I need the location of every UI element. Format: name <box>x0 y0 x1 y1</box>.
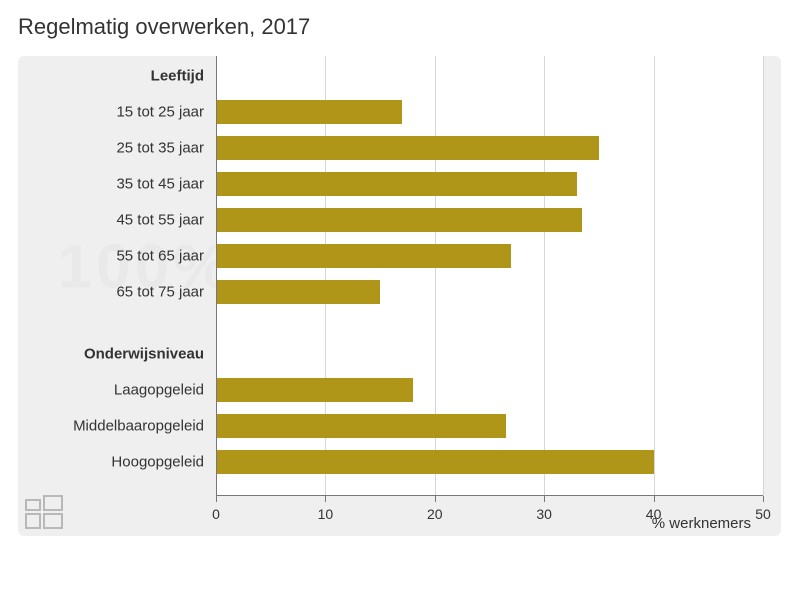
bar-label: 55 tot 65 jaar <box>116 248 204 265</box>
cbs-logo-icon <box>24 494 66 530</box>
x-tick-label: 50 <box>755 506 771 522</box>
group-header: Leeftijd <box>151 68 204 85</box>
bar-label: 35 tot 45 jaar <box>116 176 204 193</box>
x-tick <box>654 496 655 502</box>
grid-line <box>763 56 764 496</box>
bar <box>216 414 506 438</box>
bars-area: 01020304050Leeftijd15 tot 25 jaar25 tot … <box>216 56 763 496</box>
grid-line <box>654 56 655 496</box>
bar-label: 45 tot 55 jaar <box>116 212 204 229</box>
bar-label: Laagopgeleid <box>114 382 204 399</box>
x-axis-line <box>216 495 763 496</box>
x-tick <box>544 496 545 502</box>
plot-area: 100% WERKGEVERS coach 01020304050Leeftij… <box>18 56 781 536</box>
bar <box>216 136 599 160</box>
bar <box>216 378 413 402</box>
x-tick <box>216 496 217 502</box>
x-tick-label: 10 <box>318 506 334 522</box>
bar <box>216 280 380 304</box>
chart-title: Regelmatig overwerken, 2017 <box>18 14 310 40</box>
bar-label: 15 tot 25 jaar <box>116 104 204 121</box>
x-tick-label: 30 <box>536 506 552 522</box>
bar <box>216 172 577 196</box>
x-tick <box>435 496 436 502</box>
x-tick <box>763 496 764 502</box>
bar <box>216 100 402 124</box>
bar-label: Hoogopgeleid <box>111 454 204 471</box>
bar <box>216 244 511 268</box>
chart-frame: Regelmatig overwerken, 2017 100% WERKGEV… <box>0 0 799 599</box>
y-axis-line <box>216 56 217 496</box>
x-axis-label: % werknemers <box>652 515 751 532</box>
group-header: Onderwijsniveau <box>84 346 204 363</box>
x-tick <box>325 496 326 502</box>
x-tick-label: 20 <box>427 506 443 522</box>
bar-label: 65 tot 75 jaar <box>116 284 204 301</box>
grid-line <box>544 56 545 496</box>
bar-label: Middelbaaropgeleid <box>73 418 204 435</box>
bar <box>216 450 654 474</box>
bar-label: 25 tot 35 jaar <box>116 140 204 157</box>
x-tick-label: 0 <box>212 506 220 522</box>
bar <box>216 208 582 232</box>
